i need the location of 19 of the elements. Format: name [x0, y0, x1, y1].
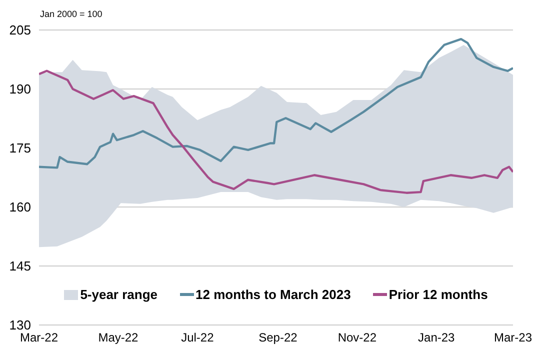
- line-series: [39, 38, 513, 169]
- y-tick-label: 190: [9, 82, 31, 97]
- legend-label: 12 months to March 2023: [196, 287, 351, 302]
- x-tick-label: Jan-23: [418, 330, 456, 345]
- x-tick-label: Jul-22: [181, 330, 214, 345]
- y-tick-label: 145: [9, 258, 31, 274]
- line-series: [39, 70, 513, 194]
- y-tick-label: 205: [9, 22, 31, 38]
- y-axis-title: Jan 2000 = 100: [40, 9, 102, 19]
- y-tick-label: 160: [9, 200, 31, 215]
- x-tick-label: Sep-22: [258, 330, 298, 345]
- legend-label: 5-year range: [80, 287, 158, 302]
- y-tick-label: 175: [9, 140, 31, 156]
- x-tick-label: Mar-23: [494, 330, 532, 345]
- x-tick-label: May-22: [98, 330, 139, 345]
- y-tick-label: 130: [9, 318, 31, 333]
- x-tick-label: Nov-22: [338, 330, 377, 345]
- x-tick-label: Mar-22: [20, 330, 58, 345]
- legend-label: Prior 12 months: [388, 287, 488, 302]
